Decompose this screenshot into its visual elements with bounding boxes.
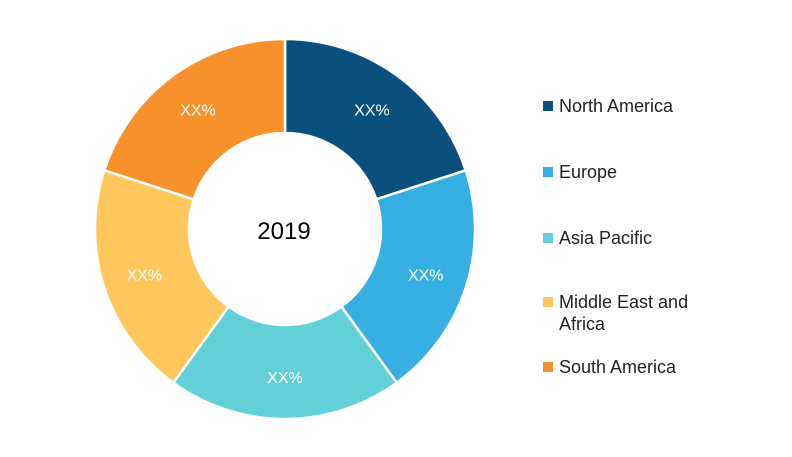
legend-label: Asia Pacific [559, 228, 653, 248]
slice-value-label-south-america: XX% [180, 102, 216, 119]
slice-value-label-middle-east-and-africa: XX% [126, 268, 162, 285]
legend-label: North America [559, 96, 674, 116]
donut-slice-labels: XX% XX% XX% XX% XX% [126, 102, 443, 387]
legend-item-asia-pacific: Asia Pacific [543, 227, 729, 249]
legend-item-europe: Europe [543, 161, 729, 183]
legend-item-north-america: North America [543, 95, 729, 117]
legend-item-south-america: South America [543, 356, 729, 378]
legend-label: South America [559, 357, 677, 377]
slice-value-label-europe: XX% [408, 268, 444, 285]
donut-slice-middle-east-and-africa [93, 168, 231, 385]
legend-swatch [543, 167, 553, 177]
slice-value-label-north-america: XX% [354, 102, 390, 119]
legend-swatch [543, 233, 553, 243]
legend-label: Middle East and Africa [559, 292, 689, 334]
slice-value-label-asia-pacific: XX% [267, 370, 303, 387]
donut-slice-asia-pacific [171, 304, 399, 421]
legend-item-middle-east-and-africa: Middle East and Africa [543, 291, 729, 335]
legend-swatch [543, 297, 553, 307]
legend-swatch [543, 101, 553, 111]
donut-slice-europe [339, 168, 477, 385]
legend-swatch [543, 362, 553, 372]
center-year-label: 2019 [257, 218, 310, 245]
donut-slices [93, 37, 477, 421]
legend-label: Europe [559, 162, 618, 182]
donut-slice-north-america [283, 37, 468, 201]
donut-slice-south-america [102, 37, 287, 201]
